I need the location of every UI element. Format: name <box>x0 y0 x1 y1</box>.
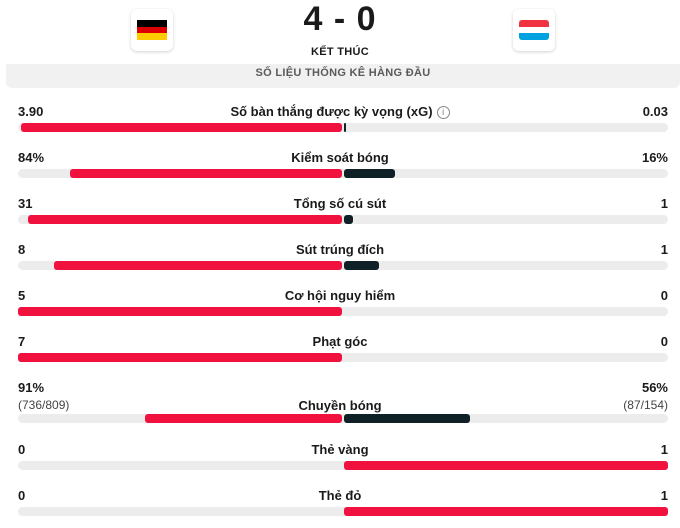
stat-bar-track <box>18 353 668 362</box>
stat-label: Chuyền bóng <box>298 398 382 413</box>
away-value: 1 <box>660 242 668 257</box>
away-team-flag[interactable] <box>513 9 555 51</box>
stat-row: 8 1 Sút trúng đích <box>0 242 680 282</box>
stat-row: 0 1 Thẻ đỏ <box>0 488 680 528</box>
home-value: 0 <box>18 442 26 457</box>
away-value: 0.03 <box>642 104 668 119</box>
away-value: 16% <box>641 150 668 165</box>
home-stat-bar <box>28 215 342 224</box>
stat-bar-track <box>18 461 668 470</box>
away-value: 0 <box>660 334 668 349</box>
home-team-flag[interactable] <box>131 9 173 51</box>
stat-label: Kiểm soát bóng <box>291 150 389 165</box>
stat-label: Phạt góc <box>312 334 368 349</box>
home-value: 8 <box>18 242 26 257</box>
stat-label: Số bàn thắng được kỳ vọng (xG) i <box>0 104 680 119</box>
stat-row: 91% 56% Chuyền bóng (736/809) (87/154) <box>0 380 680 423</box>
home-stat-bar <box>70 169 342 178</box>
stat-label: Tổng số cú sút <box>293 196 387 211</box>
stat-label: Sút trúng đích <box>295 242 385 257</box>
home-value: 31 <box>18 196 33 211</box>
home-stat-bar <box>54 261 342 270</box>
away-stat-bar <box>344 261 379 270</box>
stat-bar-track <box>18 414 668 423</box>
section-title: SỐ LIỆU THỐNG KÊ HÀNG ĐẦU <box>6 64 680 88</box>
away-value: 56% <box>641 380 668 395</box>
stat-bar-track <box>18 215 668 224</box>
stat-row: 0 1 Thẻ vàng <box>0 442 680 482</box>
home-stat-bar <box>21 123 342 132</box>
home-stat-bar <box>18 307 342 316</box>
home-value: 7 <box>18 334 26 349</box>
away-stat-bar <box>344 507 668 516</box>
away-value: 1 <box>660 442 668 457</box>
away-value: 1 <box>660 196 668 211</box>
home-sub-value: (736/809) <box>18 398 70 412</box>
stat-row: 84% 16% Kiểm soát bóng <box>0 150 680 190</box>
match-score: 4 - 0 <box>303 0 377 38</box>
stat-row: 5 0 Cơ hội nguy hiểm <box>0 288 680 328</box>
stat-bar-track <box>18 169 668 178</box>
stat-label: Thẻ đỏ <box>318 488 362 503</box>
home-value: 84% <box>18 150 45 165</box>
stat-row: 7 0 Phạt góc <box>0 334 680 374</box>
home-stat-bar <box>145 414 342 423</box>
away-stat-bar <box>344 461 668 470</box>
away-stat-bar <box>344 169 395 178</box>
stat-bar-track <box>18 123 668 132</box>
away-value: 0 <box>660 288 668 303</box>
match-header: 4 - 0 KẾT THÚC <box>0 0 680 64</box>
match-status: KẾT THÚC <box>310 46 369 58</box>
stat-bar-track <box>18 307 668 316</box>
luxembourg-flag-icon <box>519 20 549 40</box>
away-value: 1 <box>660 488 668 503</box>
away-stat-bar <box>344 123 346 132</box>
stat-bar-track <box>18 261 668 270</box>
stat-row: 31 1 Tổng số cú sút <box>0 196 680 236</box>
home-value: 5 <box>18 288 26 303</box>
home-stat-bar <box>18 353 342 362</box>
stat-label: Thẻ vàng <box>311 442 369 457</box>
home-value: 91% <box>18 380 45 395</box>
stat-bar-track <box>18 507 668 516</box>
away-stat-bar <box>344 414 470 423</box>
stat-label: Cơ hội nguy hiểm <box>284 288 396 303</box>
away-sub-value: (87/154) <box>623 398 668 412</box>
home-value: 3.90 <box>18 104 44 119</box>
info-icon[interactable]: i <box>436 106 450 119</box>
germany-flag-icon <box>137 20 167 40</box>
home-value: 0 <box>18 488 26 503</box>
away-stat-bar <box>344 215 353 224</box>
stat-row: 3.90 0.03 Số bàn thắng được kỳ vọng (xG) i <box>0 104 680 144</box>
